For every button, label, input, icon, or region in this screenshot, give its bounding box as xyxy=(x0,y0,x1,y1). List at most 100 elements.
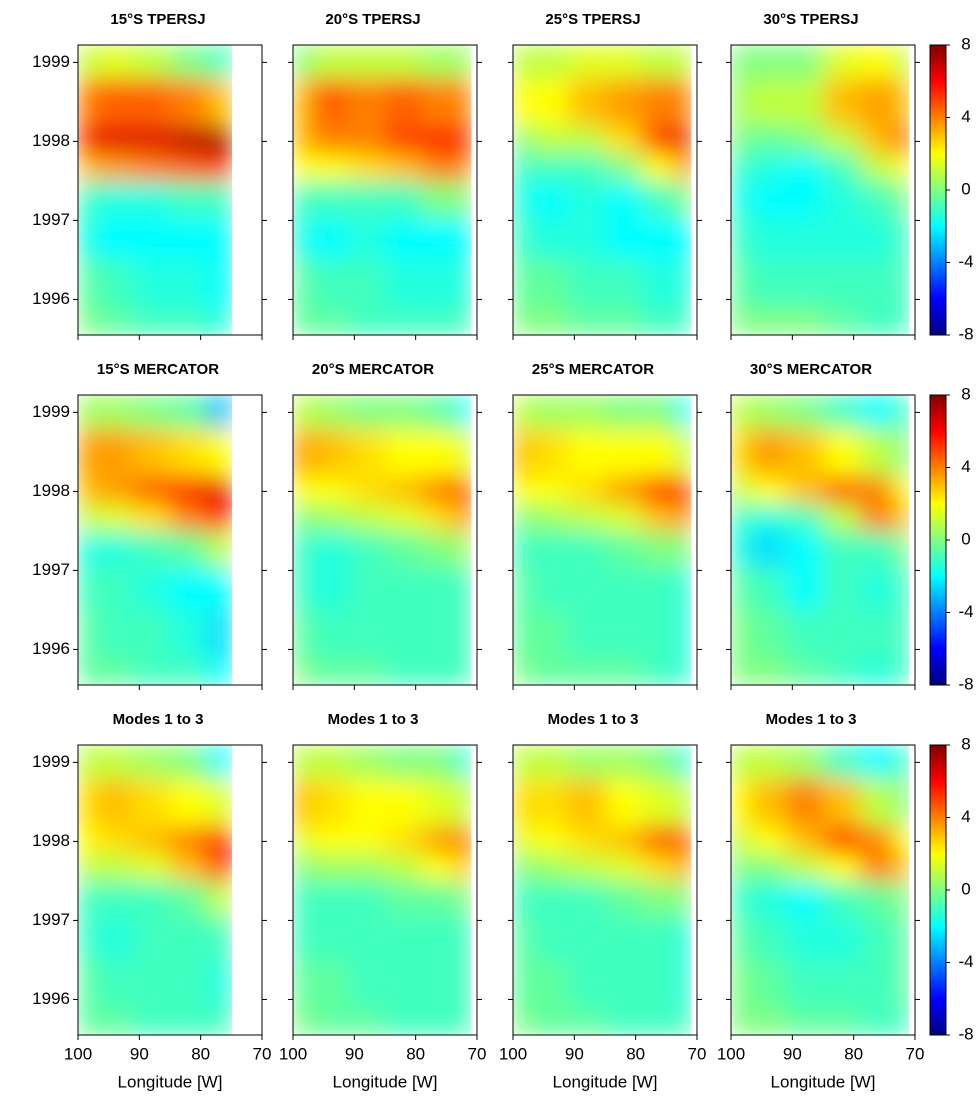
cell xyxy=(641,395,677,429)
cell xyxy=(893,609,910,658)
cell xyxy=(385,880,423,917)
x-tick-label: 70 xyxy=(906,1044,925,1063)
cell xyxy=(385,609,423,658)
cell xyxy=(731,503,750,532)
cell xyxy=(206,745,232,779)
y-tick-label: 1996 xyxy=(32,639,70,658)
cell xyxy=(531,307,569,335)
cell xyxy=(348,180,386,217)
cell xyxy=(823,259,861,308)
cell xyxy=(731,609,750,658)
cell xyxy=(513,916,532,961)
heatmap-field xyxy=(293,45,472,335)
cell xyxy=(78,307,97,335)
cell xyxy=(605,778,643,827)
cell xyxy=(513,609,532,658)
cell xyxy=(170,125,208,154)
cell xyxy=(133,78,171,127)
cell xyxy=(385,1007,423,1035)
cell xyxy=(311,530,349,567)
cell xyxy=(293,778,312,827)
cell xyxy=(421,916,457,961)
cell xyxy=(859,503,895,532)
cell xyxy=(859,259,895,308)
cell xyxy=(893,503,910,532)
cell xyxy=(170,916,208,961)
cell xyxy=(206,657,232,685)
cell xyxy=(133,880,171,917)
cell xyxy=(133,153,171,182)
cell xyxy=(675,916,692,961)
cell xyxy=(513,428,532,477)
cell xyxy=(823,825,861,854)
cell xyxy=(605,395,643,429)
cell xyxy=(421,778,457,827)
cell xyxy=(385,503,423,532)
cell xyxy=(311,428,349,477)
cell xyxy=(385,745,423,779)
cell xyxy=(675,45,692,79)
cell xyxy=(605,259,643,308)
cell xyxy=(675,503,692,532)
cell xyxy=(731,428,750,477)
cell xyxy=(96,307,134,335)
cell xyxy=(293,853,312,882)
cell xyxy=(893,428,910,477)
cell xyxy=(455,125,472,154)
cell xyxy=(170,657,208,685)
cell xyxy=(749,45,787,79)
cell xyxy=(455,745,472,779)
cell xyxy=(455,853,472,882)
cell xyxy=(786,880,824,917)
cell xyxy=(170,959,208,1008)
cell xyxy=(348,475,386,504)
cell xyxy=(293,216,312,261)
cell xyxy=(385,307,423,335)
x-tick-label: 70 xyxy=(468,1044,487,1063)
cell xyxy=(348,503,386,532)
cell xyxy=(675,180,692,217)
cell xyxy=(641,153,677,182)
panel-frame xyxy=(292,744,478,1036)
cell xyxy=(385,825,423,854)
cell xyxy=(311,125,349,154)
cell xyxy=(170,566,208,611)
panel-title: 20°S MERCATOR xyxy=(312,361,434,378)
colorbar-tick-label: 0 xyxy=(961,529,970,548)
cell xyxy=(455,609,472,658)
cell xyxy=(455,307,472,335)
cell xyxy=(455,1007,472,1035)
cell xyxy=(731,853,750,882)
cell xyxy=(170,745,208,779)
cell xyxy=(293,825,312,854)
heatmap xyxy=(293,395,472,685)
cell xyxy=(133,307,171,335)
colorbar xyxy=(929,744,947,1036)
cell xyxy=(859,530,895,567)
cell xyxy=(641,45,677,79)
colorbar-tick-label: -8 xyxy=(958,1024,973,1043)
panel-frame xyxy=(730,394,916,686)
cell xyxy=(78,78,97,127)
cell xyxy=(823,530,861,567)
cell xyxy=(293,153,312,182)
cell xyxy=(311,959,349,1008)
cell xyxy=(311,45,349,79)
cell xyxy=(96,657,134,685)
cell xyxy=(675,259,692,308)
cell xyxy=(859,916,895,961)
cell xyxy=(731,180,750,217)
x-tick-label: 100 xyxy=(717,1044,745,1063)
cell xyxy=(823,395,861,429)
cell xyxy=(170,880,208,917)
cell xyxy=(893,216,910,261)
cell xyxy=(133,45,171,79)
cell xyxy=(568,216,606,261)
colorbar-tick-label: 4 xyxy=(961,807,970,826)
cell xyxy=(293,880,312,917)
cell xyxy=(96,216,134,261)
cell xyxy=(293,657,312,685)
x-axis-label: Longitude [W] xyxy=(333,1072,438,1091)
panel-frame xyxy=(77,394,263,686)
cell xyxy=(78,259,97,308)
